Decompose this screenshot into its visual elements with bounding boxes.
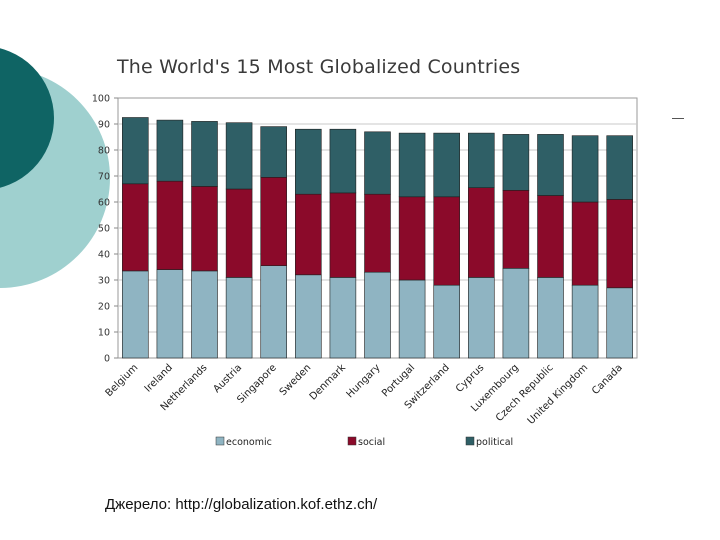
bar-economic bbox=[433, 284, 460, 359]
legend-swatch-social bbox=[347, 436, 357, 446]
y-tick-label: 40 bbox=[98, 250, 110, 261]
bar-political bbox=[433, 132, 460, 198]
y-tick-label: 60 bbox=[98, 198, 110, 209]
bar-economic bbox=[225, 277, 253, 359]
x-tick-label: Denmark bbox=[308, 362, 348, 402]
bar-economic bbox=[260, 265, 287, 359]
legend-label-social: social bbox=[358, 437, 385, 448]
bar-social bbox=[295, 193, 322, 276]
x-tick-label: United Kingdom bbox=[526, 362, 591, 427]
bar-social bbox=[260, 177, 287, 267]
bar-social bbox=[537, 195, 564, 278]
bar-economic bbox=[571, 284, 599, 359]
bar-social bbox=[502, 190, 530, 269]
bar-political bbox=[122, 117, 149, 185]
bar-political bbox=[502, 134, 530, 191]
source-note: Джерело: http://globalization.kof.ethz.c… bbox=[105, 496, 378, 513]
bar-social bbox=[364, 193, 391, 273]
bar-social bbox=[329, 192, 357, 278]
x-tick-label: Belgium bbox=[104, 362, 141, 399]
x-tick-label: Cyprus bbox=[454, 362, 486, 394]
bar-political bbox=[191, 121, 218, 187]
bar-political bbox=[468, 132, 495, 189]
y-tick-label: 80 bbox=[98, 146, 110, 157]
bar-economic bbox=[191, 270, 218, 359]
dark-teal-circle bbox=[0, 48, 54, 188]
bar-political bbox=[398, 132, 426, 198]
bar-political bbox=[606, 135, 633, 200]
y-tick-label: 30 bbox=[98, 276, 110, 287]
bar-political bbox=[571, 135, 599, 203]
x-tick-label: Sweden bbox=[278, 362, 314, 398]
x-tick-label: Canada bbox=[590, 362, 625, 397]
bar-economic bbox=[502, 267, 530, 359]
legend-swatch-political bbox=[465, 436, 475, 446]
bar-economic bbox=[364, 271, 391, 359]
bar-political bbox=[225, 122, 253, 190]
bar-social bbox=[122, 183, 149, 272]
bar-political bbox=[537, 134, 564, 196]
bar-political bbox=[295, 128, 322, 195]
bar-economic bbox=[156, 269, 184, 359]
y-tick-label: 70 bbox=[98, 172, 110, 183]
bar-political bbox=[364, 131, 391, 195]
x-tick-label: Austria bbox=[211, 362, 244, 395]
bar-economic bbox=[606, 287, 633, 359]
y-tick-label: 0 bbox=[104, 354, 110, 365]
slide-dash bbox=[672, 118, 684, 119]
y-tick-label: 10 bbox=[98, 328, 110, 339]
y-tick-label: 50 bbox=[98, 224, 110, 235]
bar-economic bbox=[295, 274, 322, 359]
bar-social bbox=[191, 186, 218, 272]
bar-social bbox=[225, 188, 253, 278]
bar-economic bbox=[398, 279, 426, 359]
bar-social bbox=[156, 180, 184, 270]
y-tick-label: 100 bbox=[92, 94, 110, 105]
legend-label-economic: economic bbox=[226, 437, 272, 448]
bar-economic bbox=[468, 277, 495, 359]
bar-economic bbox=[537, 277, 564, 359]
bar-social bbox=[398, 196, 426, 281]
bar-social bbox=[606, 199, 633, 289]
bar-political bbox=[260, 126, 287, 178]
x-tick-label: Ireland bbox=[143, 362, 175, 394]
bar-economic bbox=[122, 270, 149, 359]
y-tick-label: 90 bbox=[98, 120, 110, 131]
bar-political bbox=[329, 128, 357, 194]
bar-social bbox=[571, 201, 599, 286]
bar-economic bbox=[329, 277, 357, 359]
bar-social bbox=[433, 196, 460, 286]
bar-political bbox=[156, 119, 184, 182]
x-tick-label: Hungary bbox=[345, 362, 383, 400]
bar-social bbox=[468, 187, 495, 278]
legend-swatch-economic bbox=[215, 436, 225, 446]
legend-label-political: political bbox=[476, 437, 513, 448]
chart-title: The World's 15 Most Globalized Countries bbox=[117, 56, 521, 78]
y-tick-label: 20 bbox=[98, 302, 110, 313]
